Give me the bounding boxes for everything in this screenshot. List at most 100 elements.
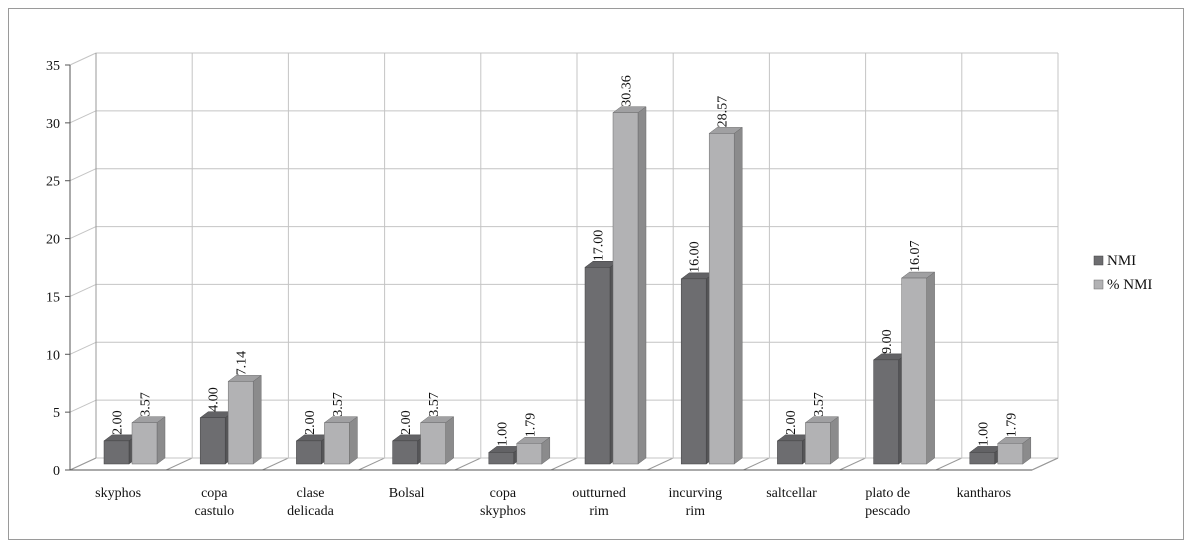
floor-divider-4 [454,457,482,471]
x-tick-label-line: pescado [865,504,910,519]
x-tick-label-5: outturned rim [572,486,626,519]
y-tick-label-4: 20 [46,233,60,248]
bar-front [516,443,543,465]
data-label-0-7: 2.00 [784,410,799,435]
floor-divider-5 [550,457,578,471]
floor-divider-7 [743,457,770,471]
y-tick-label-3: 15 [46,290,60,305]
side-gridline-4 [69,226,97,240]
bar-side [926,271,935,465]
data-label-0-6: 16.00 [688,241,703,273]
data-label-1-3: 3.57 [427,392,442,417]
data-label-1-6: 28.57 [716,96,731,128]
y-tick-label-7: 35 [46,59,60,74]
x-tick-label-line: delicada [287,504,334,519]
data-label-1-5: 30.36 [620,75,635,107]
side-gridline-1 [69,399,97,413]
floor-right-edge [1031,457,1059,471]
bar-front [873,359,899,465]
data-label-0-2: 2.00 [303,410,318,435]
bar-front [488,452,515,465]
data-label-0-3: 2.00 [399,410,414,435]
x-tick-label-4: copa skyphos [480,486,526,519]
data-label-1-9: 1.79 [1004,413,1019,438]
y-tick-label-2: 10 [46,348,60,363]
x-tick-label-line: saltcellar [766,486,817,501]
data-label-1-4: 1.79 [523,413,538,438]
x-tick-label-line: plato de [865,486,910,501]
bar-1-4 [516,436,551,465]
bar-front [227,381,254,465]
bar-front [708,133,735,465]
floor-divider-2 [262,457,289,471]
x-tick-label-line: outturned [572,486,626,501]
x-tick-label-line: skyphos [95,486,141,501]
bar-front [584,267,611,465]
x-tick-label-1: copa castulo [194,486,234,519]
bar-front [392,440,418,465]
x-tick-label-line: rim [686,504,706,519]
data-label-1-2: 3.57 [331,392,346,417]
bar-1-3 [419,416,455,465]
x-tick-label-9: kantharos [957,486,1011,501]
bar-1-0 [131,416,166,465]
bar-front [969,452,996,465]
bar-front [296,440,322,465]
x-tick-label-line: copa [201,486,228,501]
floor-divider-8 [839,457,866,471]
side-gridline-5 [69,168,97,182]
data-label-1-8: 16.07 [908,241,923,273]
floor-divider-1 [165,457,193,471]
bar-front [199,417,226,465]
data-label-1-7: 3.57 [812,392,827,417]
bar-front [420,422,446,465]
bar-front [777,440,803,465]
side-gridline-7 [69,52,97,66]
floor-divider-9 [935,457,963,471]
side-gridline-2 [69,341,97,355]
data-label-1-0: 3.57 [139,392,154,417]
x-tick-label-line: castulo [194,504,234,519]
bar-side [733,126,743,465]
y-tick-label-1: 5 [53,406,60,421]
x-tick-label-line: skyphos [480,504,526,519]
bar-front [680,278,707,465]
legend-swatch-0 [1093,255,1104,266]
x-tick-label-7: saltcellar [766,486,817,501]
y-tick-label-6: 30 [46,117,60,132]
y-tick-label-5: 25 [46,175,60,190]
bar-front [901,277,927,465]
x-tick-label-line: incurving [668,486,722,501]
x-tick-label-line: clase [297,486,325,501]
data-label-0-4: 1.00 [495,422,510,447]
x-tick-label-8: plato de pescado [865,486,910,519]
legend-label-1: % NMI [1107,277,1152,293]
x-tick-label-line: Bolsal [389,486,425,501]
data-label-0-1: 4.00 [207,387,222,412]
x-tick-label-0: skyphos [95,486,141,501]
bar-side [830,416,839,465]
data-label-1-1: 7.14 [235,351,250,376]
bar-1-1 [227,374,262,465]
bar-front [324,422,350,465]
bar-1-9 [997,436,1032,465]
bar-1-2 [323,416,359,465]
bar-side [637,106,647,465]
data-label-0-5: 17.00 [592,230,607,262]
bar-1-7 [804,416,840,465]
y-tick-label-0: 0 [53,464,60,479]
floor-divider-0 [69,457,97,471]
x-tick-label-3: Bolsal [389,486,425,501]
x-tick-label-line: kantharos [957,486,1011,501]
bar-front [612,112,639,465]
bar-side [349,416,358,465]
bar-front [131,422,158,465]
floor-divider-3 [358,457,385,471]
legend-label-0: NMI [1107,253,1136,269]
bar-front [103,440,130,465]
data-label-0-0: 2.00 [111,410,126,435]
x-tick-label-line: rim [589,504,609,519]
bar-1-5 [612,106,647,465]
legend-swatch-1 [1093,279,1104,290]
